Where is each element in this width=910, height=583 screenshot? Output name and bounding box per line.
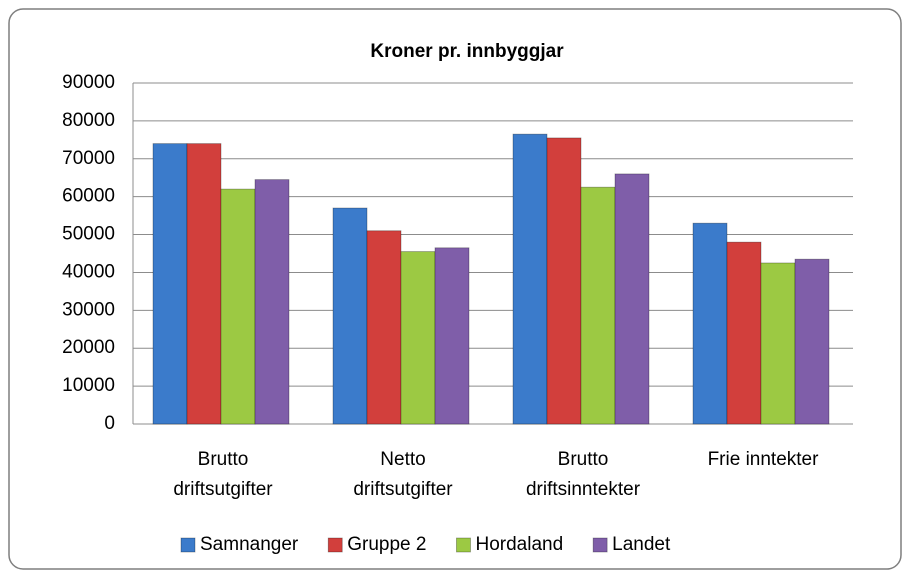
y-tick-label: 20000 — [62, 337, 115, 358]
legend-swatch — [327, 537, 343, 553]
bar — [580, 186, 616, 425]
bar — [692, 222, 728, 425]
legend-label: Landet — [612, 534, 671, 555]
bar — [220, 188, 256, 425]
x-tick-label: Brutto — [558, 449, 609, 470]
bar — [614, 173, 650, 425]
y-tick-label: 60000 — [62, 186, 115, 207]
y-tick-label: 40000 — [62, 261, 115, 282]
bar — [434, 247, 470, 425]
bar — [546, 137, 582, 425]
bar — [186, 143, 222, 425]
y-tick-label: 80000 — [62, 110, 115, 131]
x-tick-label: Brutto — [198, 449, 249, 470]
bar — [254, 179, 290, 425]
y-tick-label: 10000 — [62, 375, 115, 396]
bar — [400, 251, 436, 425]
bar — [794, 258, 830, 425]
y-tick-label: 50000 — [62, 224, 115, 245]
y-tick-label: 90000 — [62, 72, 115, 93]
legend-label: Samnanger — [200, 534, 299, 555]
legend-swatch — [180, 537, 196, 553]
y-tick-label: 30000 — [62, 299, 115, 320]
x-tick-label: driftsinntekter — [526, 479, 641, 500]
legend-swatch — [456, 537, 471, 553]
bar — [512, 133, 548, 425]
x-tick-label: driftsutgifter — [173, 479, 273, 500]
bar — [366, 230, 402, 425]
legend-label: Hordaland — [475, 534, 563, 555]
x-tick-label: Netto — [380, 449, 425, 470]
x-tick-label: Frie inntekter — [708, 449, 820, 470]
bar — [726, 241, 762, 425]
bar — [152, 143, 188, 425]
x-tick-label: driftsutgifter — [353, 479, 453, 500]
chart-title: Kroner pr. innbyggjar — [370, 41, 564, 62]
bar — [332, 207, 368, 425]
legend-label: Gruppe 2 — [347, 534, 426, 555]
bar — [760, 262, 796, 425]
y-tick-label: 70000 — [62, 148, 115, 169]
y-tick-label: 0 — [104, 413, 115, 434]
legend-swatch — [592, 537, 608, 553]
